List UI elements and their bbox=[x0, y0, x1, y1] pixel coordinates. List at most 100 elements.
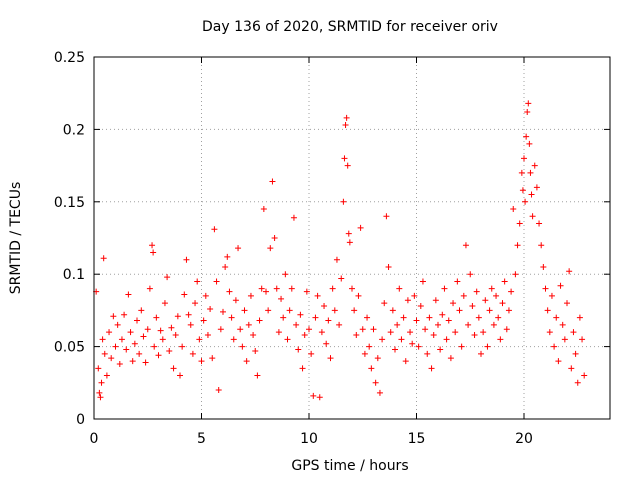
data-point bbox=[523, 133, 530, 140]
data-point bbox=[303, 288, 310, 295]
data-point bbox=[376, 389, 383, 396]
data-point bbox=[192, 300, 199, 307]
data-point bbox=[516, 220, 523, 227]
data-point bbox=[99, 336, 106, 343]
data-point bbox=[213, 278, 220, 285]
data-point bbox=[566, 268, 573, 275]
data-point bbox=[456, 307, 463, 314]
data-point bbox=[336, 321, 343, 328]
data-point bbox=[526, 140, 533, 147]
data-point bbox=[519, 187, 526, 194]
data-point bbox=[368, 365, 375, 372]
data-point bbox=[426, 314, 433, 321]
data-point bbox=[327, 355, 334, 362]
data-point bbox=[189, 350, 196, 357]
data-point bbox=[325, 317, 332, 324]
data-point bbox=[579, 336, 586, 343]
data-point bbox=[282, 271, 289, 278]
data-point bbox=[293, 321, 300, 328]
data-point bbox=[258, 285, 265, 292]
data-point bbox=[529, 213, 536, 220]
data-point bbox=[179, 343, 186, 350]
data-point bbox=[381, 300, 388, 307]
data-point bbox=[490, 321, 497, 328]
data-point bbox=[98, 379, 105, 386]
data-point bbox=[383, 213, 390, 220]
data-point bbox=[342, 122, 349, 129]
data-point bbox=[351, 307, 358, 314]
data-point bbox=[557, 282, 564, 289]
data-point bbox=[341, 155, 348, 162]
data-point bbox=[110, 313, 117, 320]
data-point bbox=[432, 297, 439, 304]
data-point bbox=[475, 314, 482, 321]
data-point bbox=[345, 230, 352, 237]
data-point bbox=[256, 317, 263, 324]
data-point bbox=[187, 321, 194, 328]
data-point bbox=[125, 291, 132, 298]
data-point bbox=[286, 307, 293, 314]
data-point bbox=[215, 387, 222, 394]
data-point bbox=[129, 358, 136, 365]
data-point bbox=[574, 379, 581, 386]
data-point bbox=[361, 350, 368, 357]
data-point bbox=[366, 343, 373, 350]
data-point bbox=[437, 346, 444, 353]
data-point bbox=[522, 198, 529, 205]
data-point bbox=[314, 292, 321, 299]
data-point bbox=[181, 291, 188, 298]
data-point bbox=[237, 326, 244, 333]
data-point bbox=[198, 358, 205, 365]
data-point bbox=[495, 314, 502, 321]
data-point bbox=[370, 326, 377, 333]
data-point bbox=[136, 350, 143, 357]
data-point bbox=[232, 297, 239, 304]
data-point bbox=[121, 311, 128, 318]
data-point bbox=[357, 224, 364, 231]
data-point bbox=[576, 314, 583, 321]
data-point bbox=[224, 253, 231, 260]
data-point bbox=[172, 332, 179, 339]
data-point bbox=[103, 372, 110, 379]
data-point bbox=[514, 242, 521, 249]
data-point bbox=[346, 239, 353, 246]
data-point bbox=[561, 336, 568, 343]
data-point bbox=[480, 329, 487, 336]
data-point bbox=[540, 263, 547, 270]
data-point bbox=[428, 365, 435, 372]
data-point bbox=[290, 214, 297, 221]
data-point bbox=[465, 321, 472, 328]
data-point bbox=[183, 256, 190, 263]
data-point bbox=[355, 292, 362, 299]
data-point bbox=[200, 317, 207, 324]
data-point bbox=[452, 329, 459, 336]
data-point bbox=[118, 336, 125, 343]
y-axis-label: SRMTID / TECUs bbox=[8, 182, 24, 295]
data-point bbox=[484, 343, 491, 350]
data-point bbox=[97, 394, 104, 401]
data-point bbox=[245, 321, 252, 328]
data-point bbox=[379, 336, 386, 343]
data-point bbox=[505, 307, 512, 314]
data-point bbox=[462, 242, 469, 249]
ticks-layer: 0 0.05 0.1 0.15 0.2 0.25 0 5 10 15 20 bbox=[54, 50, 610, 447]
data-point bbox=[140, 333, 147, 340]
data-point bbox=[150, 249, 157, 256]
data-point bbox=[445, 317, 452, 324]
data-point bbox=[486, 307, 493, 314]
data-point bbox=[542, 285, 549, 292]
data-point bbox=[329, 285, 336, 292]
data-point bbox=[497, 336, 504, 343]
data-point bbox=[400, 314, 407, 321]
data-point bbox=[344, 162, 351, 169]
data-point bbox=[235, 245, 242, 252]
data-point bbox=[467, 271, 474, 278]
data-point bbox=[510, 206, 517, 213]
data-point bbox=[149, 242, 156, 249]
data-point bbox=[217, 326, 224, 333]
data-point bbox=[544, 307, 551, 314]
data-point bbox=[161, 300, 168, 307]
data-point bbox=[116, 360, 123, 367]
data-point bbox=[177, 372, 183, 379]
